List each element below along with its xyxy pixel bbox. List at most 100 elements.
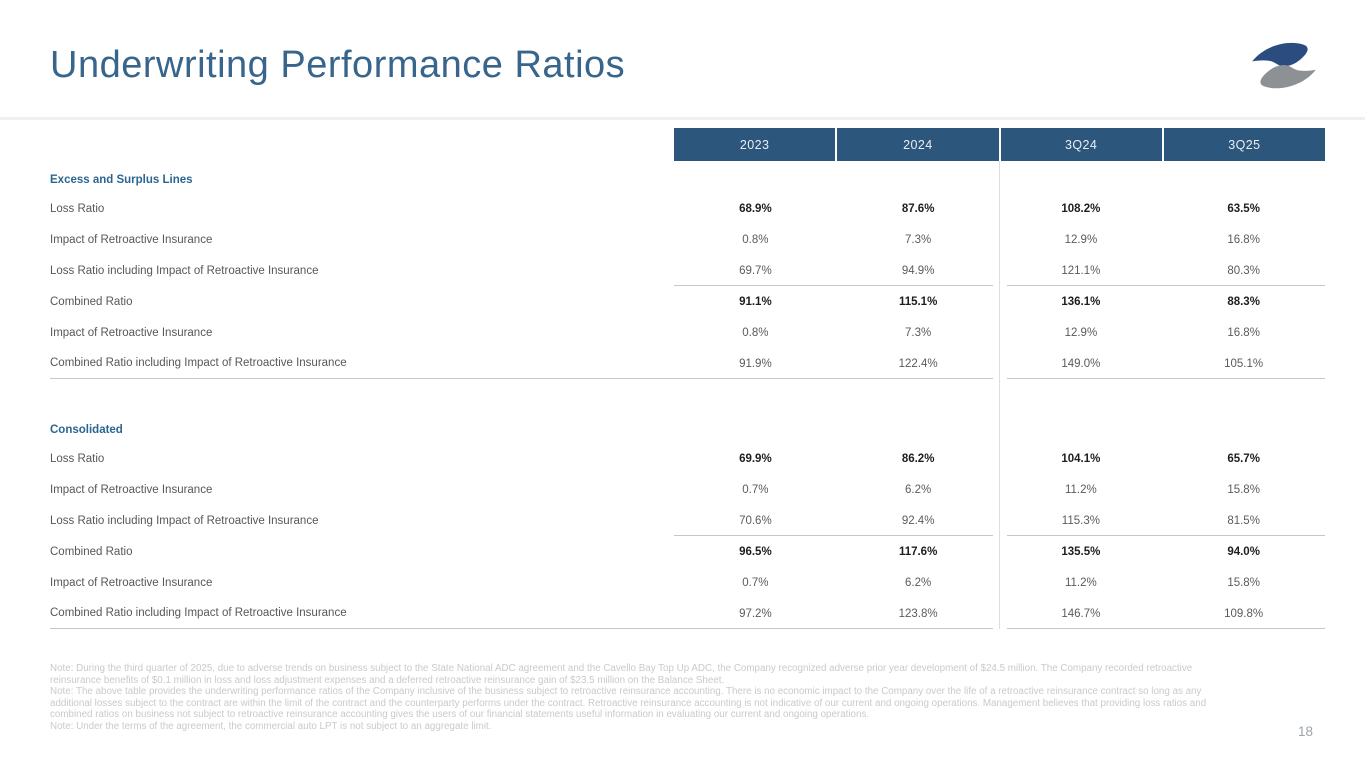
table-row: Combined Ratio 91.1% 115.1% 136.1% 88.3% — [50, 286, 1325, 317]
value-group-annual: 69.9% 86.2% — [674, 443, 1000, 474]
row-value: 87.6% — [901, 202, 935, 215]
row-value: 11.2% — [1064, 483, 1097, 496]
value-group-quarterly: 121.1% 80.3% — [1000, 255, 1325, 286]
table-row: Loss Ratio including Impact of Retroacti… — [50, 255, 1325, 286]
table-section: Excess and Surplus Lines Loss Ratio 68.9% 8… — [50, 167, 1325, 379]
column-header: 3Q24 — [1000, 128, 1162, 161]
value-group-annual: 96.5% 117.6% — [674, 536, 1000, 567]
row-rule — [1006, 535, 1325, 536]
table-row: Impact of Retroactive Insurance 0.8% 7.3% 1… — [50, 224, 1325, 255]
row-value: 96.5% — [739, 545, 772, 558]
row-value: 7.3% — [905, 326, 932, 339]
row-label: Impact of Retroactive Insurance — [50, 233, 213, 246]
column-header: 2024 — [837, 128, 999, 161]
row-value: 6.2% — [905, 483, 932, 496]
row-value: 122.4% — [898, 357, 938, 370]
value-group-quarterly: 12.9% 16.8% — [1000, 317, 1326, 348]
row-rule — [674, 628, 993, 629]
row-rule — [1006, 628, 1325, 629]
row-value: 68.9% — [739, 202, 772, 215]
value-group-quarterly: 115.3% 81.5% — [1000, 505, 1325, 536]
value-group-annual: 70.6% 92.4% — [674, 505, 1000, 536]
row-value: 0.7% — [742, 576, 769, 589]
table-row: Impact of Retroactive Insurance 0.7% 6.2% 1… — [50, 474, 1325, 505]
value-group-annual: 0.7% 6.2% — [674, 567, 1000, 598]
row-label: Combined Ratio including Impact of Retro… — [50, 348, 674, 379]
row-value: 135.5% — [1061, 545, 1101, 558]
row-value: 86.2% — [901, 452, 935, 465]
table-section: Consolidated Loss Ratio 69.9% 86.2% 104.1% 65… — [50, 417, 1325, 629]
table-row: Loss Ratio including Impact of Retroacti… — [50, 505, 1325, 536]
row-rule — [1006, 378, 1325, 379]
row-value: 7.3% — [905, 233, 932, 246]
row-value: 16.8% — [1227, 233, 1260, 246]
value-group-annual: 91.9% 122.4% — [674, 348, 1000, 379]
section-title: Excess and Surplus Lines — [50, 174, 193, 186]
row-value: 16.8% — [1227, 326, 1260, 339]
row-value: 63.5% — [1227, 202, 1260, 215]
footnote-line: Note: Under the terms of the agreement, … — [50, 720, 492, 732]
row-value: 149.0% — [1061, 357, 1101, 370]
row-value: 115.3% — [1061, 514, 1100, 527]
value-group-quarterly: 104.1% 65.7% — [1000, 443, 1326, 474]
row-rule — [674, 378, 993, 379]
ratios-table: 2023 2024 3Q24 3Q25 Excess and Surplus Line… — [50, 128, 1325, 629]
row-value: 0.8% — [742, 326, 769, 339]
row-label: Loss Ratio — [50, 452, 105, 465]
row-value: 121.1% — [1061, 264, 1101, 277]
value-group-quarterly: 135.5% 94.0% — [1000, 536, 1326, 567]
row-value: 0.8% — [742, 233, 769, 246]
table-row: Impact of Retroactive Insurance 0.8% 7.3% 1… — [50, 317, 1325, 348]
table-header: 2023 2024 3Q24 3Q25 — [674, 128, 1325, 161]
row-value: 146.7% — [1061, 607, 1101, 620]
table-row: Combined Ratio including Impact of Retro… — [50, 598, 1325, 629]
value-group-quarterly: 11.2% 15.8% — [1000, 474, 1326, 505]
value-group-quarterly: 136.1% 88.3% — [1000, 286, 1326, 317]
row-value: 136.1% — [1061, 295, 1101, 308]
row-value: 80.3% — [1227, 264, 1260, 277]
row-value: 15.8% — [1227, 576, 1260, 589]
row-rule — [674, 285, 993, 286]
row-value: 12.9% — [1064, 326, 1098, 339]
row-label: Impact of Retroactive Insurance — [50, 326, 213, 339]
row-value: 123.8% — [898, 607, 938, 620]
row-value: 12.9% — [1064, 233, 1098, 246]
table-row: Combined Ratio including Impact of Retro… — [50, 348, 1325, 379]
row-value: 94.9% — [901, 264, 935, 277]
row-value: 115.1% — [898, 295, 938, 308]
value-group-quarterly: 149.0% 105.1% — [1000, 348, 1325, 379]
value-group-annual: 68.9% 87.6% — [674, 193, 1000, 224]
value-group-annual: 0.8% 7.3% — [674, 317, 1000, 348]
footnotes: Note: During the third quarter of 2025, … — [50, 663, 1242, 733]
row-value: 11.2% — [1064, 576, 1097, 589]
table-row: Impact of Retroactive Insurance 0.7% 6.2% 1… — [50, 567, 1325, 598]
column-group-divider — [999, 161, 1000, 629]
table-row: Combined Ratio 96.5% 117.6% 135.5% 94.0% — [50, 536, 1325, 567]
page-number: 18 — [1297, 724, 1313, 739]
row-label: Loss Ratio including Impact of Retroacti… — [50, 264, 319, 277]
value-group-quarterly: 108.2% 63.5% — [1000, 193, 1326, 224]
row-rule — [1006, 285, 1325, 286]
row-value: 88.3% — [1227, 295, 1260, 308]
value-group-annual: 0.8% 7.3% — [674, 224, 1000, 255]
row-label: Impact of Retroactive Insurance — [50, 576, 213, 589]
row-value: 97.2% — [739, 607, 772, 620]
value-group-annual: 91.1% 115.1% — [674, 286, 1000, 317]
row-value: 65.7% — [1227, 452, 1260, 465]
row-value: 108.2% — [1061, 202, 1101, 215]
row-value: 15.8% — [1227, 483, 1260, 496]
row-value: 105.1% — [1224, 357, 1264, 370]
row-value: 104.1% — [1061, 452, 1101, 465]
row-rule — [674, 535, 993, 536]
row-label: Impact of Retroactive Insurance — [50, 483, 213, 496]
footnote-line: Note: The above table provides the under… — [50, 686, 1207, 721]
row-label: Combined Ratio — [50, 545, 133, 558]
row-label: Loss Ratio — [50, 202, 105, 215]
table-row: Loss Ratio 68.9% 87.6% 108.2% 63.5% — [50, 193, 1325, 224]
column-header: 3Q25 — [1163, 128, 1325, 161]
value-group-annual: 0.7% 6.2% — [674, 474, 1000, 505]
row-value: 0.7% — [742, 483, 769, 496]
value-group-annual: 69.7% 94.9% — [674, 255, 1000, 286]
column-header: 2023 — [674, 128, 836, 161]
